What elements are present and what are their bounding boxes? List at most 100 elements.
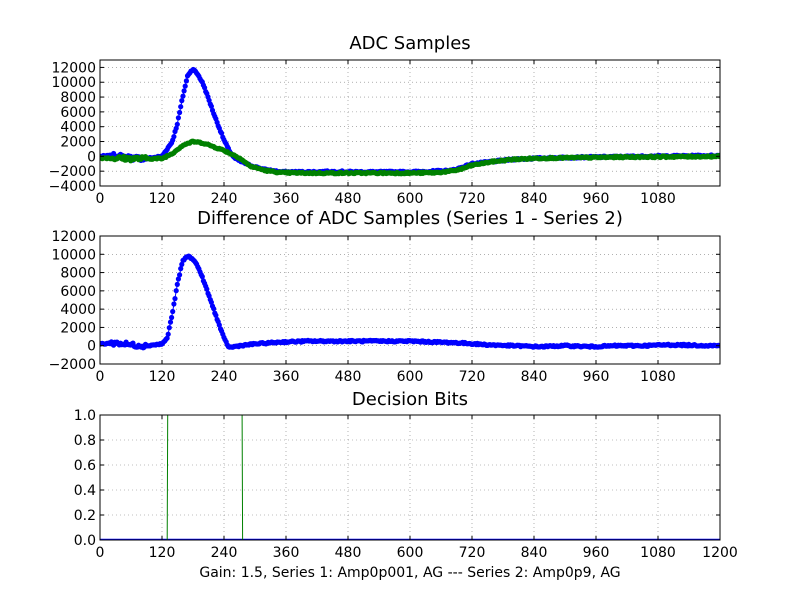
plot-area: [100, 253, 720, 351]
x-tick-label: 1200: [702, 545, 738, 561]
data-point: [171, 134, 177, 140]
y-tick-label: 0.2: [74, 508, 96, 524]
panel-adc-samples: ADC Samples 0 120 240 360 480 600 720 840 960 108…: [49, 33, 721, 207]
x-tick-label: 240: [211, 191, 238, 207]
x-tick-label: 360: [273, 369, 300, 385]
data-point: [169, 314, 175, 321]
x-tick-label: 720: [459, 369, 486, 385]
x-tick-label: 720: [459, 545, 486, 561]
x-tick-label: 960: [583, 545, 610, 561]
data-point: [173, 288, 179, 294]
data-point: [174, 121, 180, 127]
panel-decision-bits: Decision Bits 0 120 240 360 480 600 720 840 960 1…: [74, 389, 738, 561]
data-point: [211, 306, 217, 312]
y-tick-label: 2000: [60, 135, 96, 151]
y-tick-label: 0.0: [74, 533, 96, 549]
data-point: [178, 266, 184, 272]
data-point: [166, 325, 172, 331]
data-point: [170, 308, 176, 315]
plot-area: [100, 66, 720, 177]
x-tick-label: 360: [273, 191, 300, 207]
data-point: [183, 78, 189, 84]
data-point: [213, 312, 219, 318]
y-tick-label: 0.8: [74, 433, 96, 449]
x-tick-label: 840: [521, 545, 548, 561]
y-tick-label: 4000: [60, 302, 96, 318]
chart-title: Difference of ADC Samples (Series 1 - Se…: [197, 208, 623, 229]
data-point: [179, 98, 185, 104]
y-tick-label: 10000: [51, 75, 96, 91]
data-point: [171, 301, 177, 307]
gridlines: [99, 414, 721, 541]
data-point: [180, 93, 186, 99]
x-tick-label: 480: [335, 545, 362, 561]
data-point: [199, 274, 205, 280]
y-tick-label: 2000: [60, 320, 96, 336]
x-tick-label: 1080: [640, 369, 676, 385]
y-tick-label: 8000: [60, 266, 96, 282]
y-tick-label: 0.4: [74, 483, 96, 499]
y-tick-label: 1.0: [74, 408, 96, 424]
x-tick-label: 120: [149, 369, 176, 385]
x-tick-label: 960: [583, 369, 610, 385]
y-tick-label: −2000: [49, 357, 96, 373]
x-tick-label: 240: [211, 545, 238, 561]
x-tick-label: 840: [521, 369, 548, 385]
series-2-markers: [100, 138, 720, 177]
plot-area: [100, 415, 720, 540]
y-tick-label: 6000: [60, 284, 96, 300]
gridlines: [99, 60, 720, 187]
x-tick-label: 1080: [640, 545, 676, 561]
x-tick-label: 240: [211, 369, 238, 385]
data-point: [164, 335, 170, 341]
y-tick-label: 0: [87, 149, 96, 165]
y-tick-label: 10000: [51, 247, 96, 263]
y-tick-label: −2000: [49, 164, 96, 180]
data-point: [167, 319, 174, 325]
data-point: [216, 322, 222, 328]
y-tick-label: 0.6: [74, 458, 96, 474]
x-tick-label: 720: [459, 191, 486, 207]
x-tick-label: 120: [149, 545, 176, 561]
y-tick-label: 0: [87, 339, 96, 355]
data-point: [181, 88, 187, 94]
data-point: [182, 83, 188, 89]
x-tick-label: 600: [397, 545, 424, 561]
ticks: 0 120 240 360 480 600 720 840 960 1080 1200 0.0 0.2 0…: [74, 408, 738, 561]
x-tick-label: 120: [149, 191, 176, 207]
ticks: 0 120 240 360 480 600 720 840 960 1080−2000020004…: [49, 229, 720, 385]
x-tick-label: 840: [521, 191, 548, 207]
data-point: [177, 272, 183, 278]
data-point: [175, 276, 181, 282]
y-tick-label: 12000: [51, 229, 96, 245]
series-1-markers: [100, 253, 720, 351]
x-tick-label: 480: [335, 369, 362, 385]
data-point: [219, 130, 225, 136]
y-tick-label: 4000: [60, 120, 96, 136]
data-point: [204, 286, 210, 292]
x-axis-label: Gain: 1.5, Series 1: Amp0p001, AG --- Se…: [199, 565, 620, 581]
data-point: [178, 104, 184, 110]
data-point: [202, 85, 208, 91]
y-tick-label: 12000: [51, 60, 96, 76]
data-point: [208, 103, 214, 109]
series-1-line: [100, 255, 720, 349]
y-tick-label: 6000: [60, 105, 96, 121]
x-tick-label: 1080: [640, 191, 676, 207]
plot-frame: [99, 414, 721, 541]
data-point: [165, 331, 171, 337]
data-point: [173, 125, 179, 131]
y-tick-label: −4000: [49, 179, 96, 195]
data-point: [177, 109, 183, 116]
x-tick-label: 0: [96, 545, 105, 561]
chart-title: Decision Bits: [352, 389, 468, 410]
y-tick-label: 8000: [60, 90, 96, 106]
x-tick-label: 600: [397, 191, 424, 207]
x-tick-label: 0: [96, 191, 105, 207]
panel-difference: Difference of ADC Samples (Series 1 - Se…: [49, 208, 721, 385]
x-tick-label: 480: [335, 191, 362, 207]
data-point: [175, 115, 181, 121]
x-tick-label: 0: [96, 369, 105, 385]
ticks: 0 120 240 360 480 600 720 840 960 1080 −4000−20000…: [49, 60, 720, 207]
